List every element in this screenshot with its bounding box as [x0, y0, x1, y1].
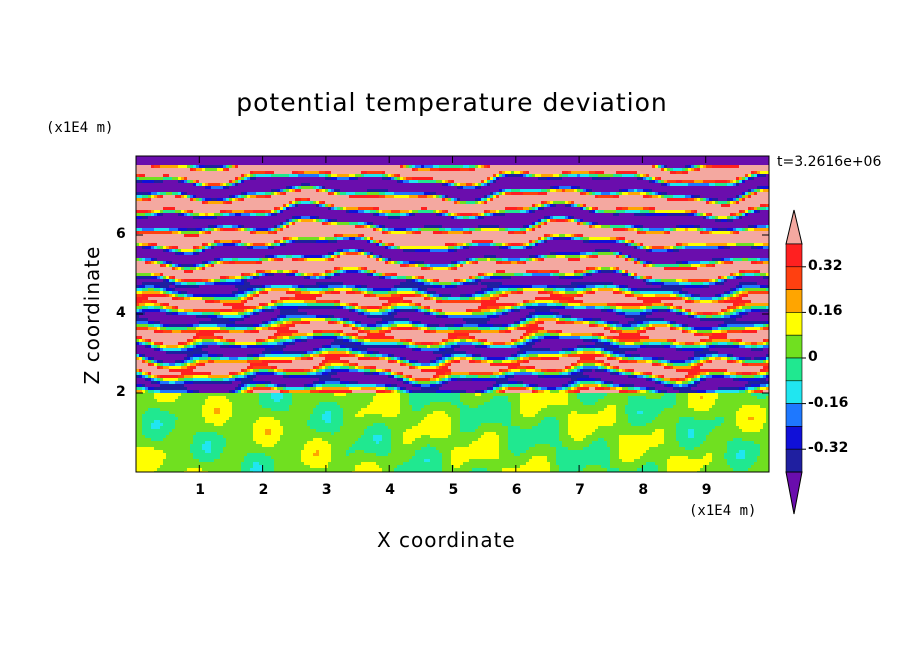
y-axis-label: Z coordinate: [80, 246, 104, 385]
colorbar-band-6: [786, 381, 802, 404]
x-tick-label-5: 5: [449, 482, 459, 498]
x-axis-label: X coordinate: [377, 528, 516, 552]
y-tick-label-2: 2: [116, 384, 126, 400]
colorbar-band-7: [786, 404, 802, 427]
x-tick-label-2: 2: [259, 482, 269, 498]
chart-title: potential temperature deviation: [0, 88, 904, 117]
colorbar-label-4: -0.32: [808, 440, 848, 456]
x-tick-label-9: 9: [702, 482, 712, 498]
colorbar-band-5: [786, 358, 802, 381]
time-label: t=3.2616e+06: [777, 154, 881, 170]
colorbar-band-8: [786, 426, 802, 449]
x-tick-label-1: 1: [195, 482, 205, 498]
colorbar-extend-bottom: [786, 472, 802, 514]
colorbar-band-3: [786, 312, 802, 335]
colorbar-band-1: [786, 267, 802, 290]
x-tick-label-8: 8: [638, 482, 648, 498]
colorbar-label-0: 0.32: [808, 258, 843, 274]
x-tick-label-6: 6: [512, 482, 522, 498]
field-raster: [136, 156, 769, 474]
x-axis-unit: (x1E4 m): [689, 503, 756, 519]
y-tick-label-6: 6: [116, 226, 126, 242]
x-tick-label-4: 4: [385, 482, 395, 498]
x-tick-label-7: 7: [575, 482, 585, 498]
colorbar-band-0: [786, 244, 802, 267]
y-tick-label-4: 4: [116, 305, 126, 321]
x-tick-label-3: 3: [322, 482, 332, 498]
colorbar-label-1: 0.16: [808, 303, 843, 319]
colorbar-label-3: -0.16: [808, 395, 848, 411]
colorbar: [786, 210, 802, 514]
colorbar-band-4: [786, 335, 802, 358]
y-axis-unit: (x1E4 m): [46, 120, 113, 136]
colorbar-label-2: 0: [808, 349, 818, 365]
colorbar-band-9: [786, 449, 802, 472]
colorbar-band-2: [786, 290, 802, 313]
colorbar-extend-top: [786, 210, 802, 244]
